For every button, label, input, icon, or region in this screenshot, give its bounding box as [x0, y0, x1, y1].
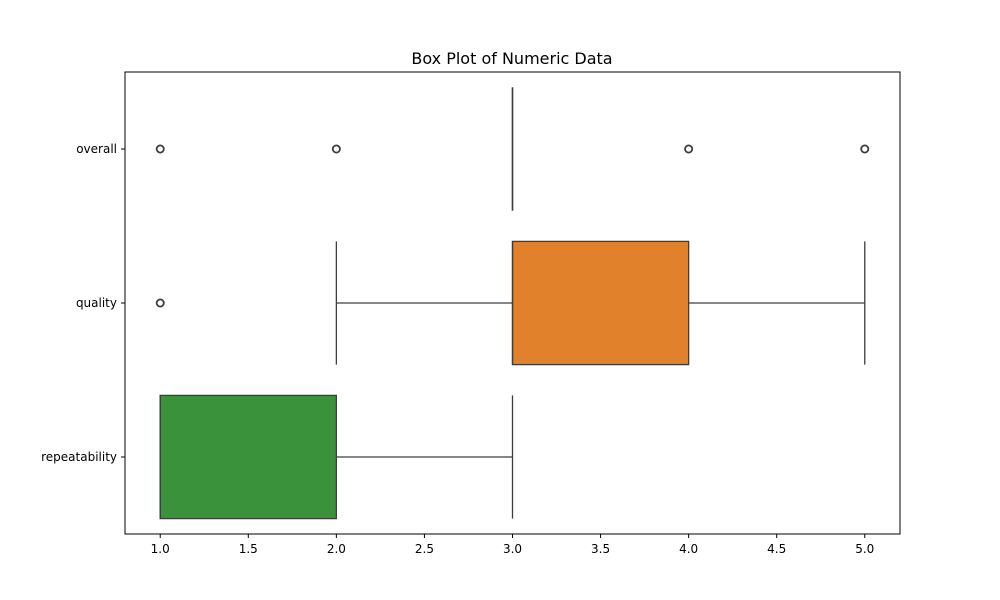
x-tick-label: 4.0	[679, 542, 698, 556]
x-tick-label: 2.5	[415, 542, 434, 556]
outlier-point	[860, 144, 870, 154]
box-quality	[155, 240, 866, 366]
x-axis: 1.0 1.5 2.0 2.5 3.0 3.5 4.0 4.5 5.0	[151, 534, 874, 556]
chart-title: Box Plot of Numeric Data	[411, 49, 612, 68]
y-tick-label: quality	[76, 296, 117, 310]
y-axis: overall quality repeatability	[41, 142, 125, 464]
y-tick-label: repeatability	[41, 450, 117, 464]
box-repeatability	[159, 394, 514, 520]
x-tick-label: 3.5	[591, 542, 610, 556]
x-tick-label: 3.0	[503, 542, 522, 556]
boxes-group	[155, 87, 870, 520]
x-tick-label: 5.0	[855, 542, 874, 556]
x-tick-label: 1.5	[239, 542, 258, 556]
iqr-box	[511, 240, 690, 366]
x-tick-label: 4.5	[767, 542, 786, 556]
outlier-point	[155, 144, 165, 154]
outlier-point	[331, 144, 341, 154]
x-tick-label: 1.0	[151, 542, 170, 556]
iqr-box	[159, 394, 338, 520]
y-tick-label: overall	[76, 142, 117, 156]
outlier-point	[684, 144, 694, 154]
x-tick-label: 2.0	[327, 542, 346, 556]
outlier-point	[155, 298, 165, 308]
box-overall	[155, 87, 870, 211]
